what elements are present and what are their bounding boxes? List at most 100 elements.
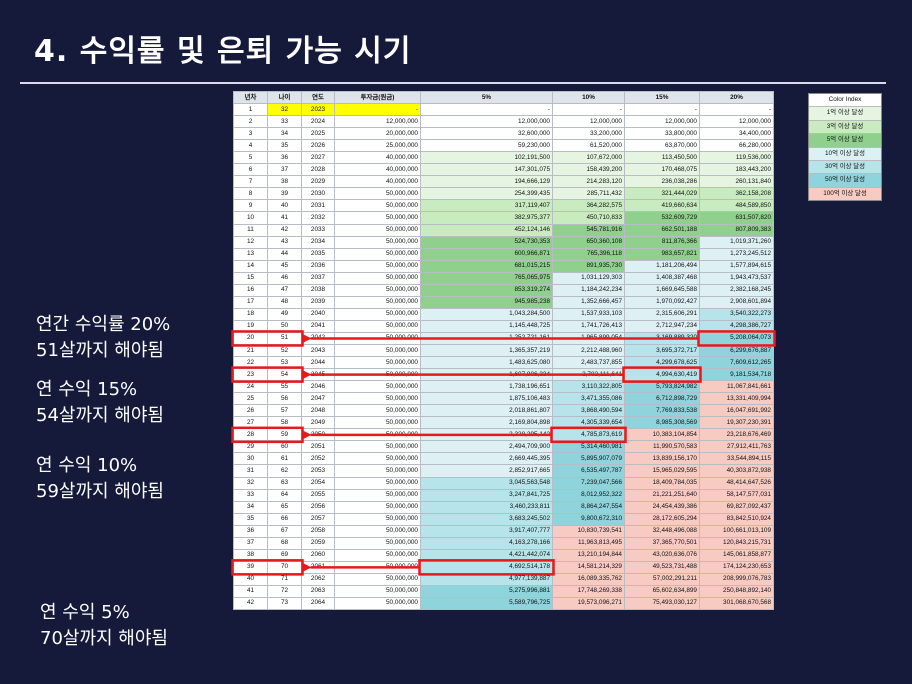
cell-return: 631,507,820 xyxy=(699,211,774,225)
highlight-box-age xyxy=(231,330,304,347)
legend-item-100: 100억 이상 달성 xyxy=(809,186,881,201)
returns-table-container: 년차 나이 연도 투자금(원금) 5% 10% 15% 20% 1 32 2023-… xyxy=(233,90,774,611)
cell-return: 33,544,894,115 xyxy=(699,452,774,466)
cell-return: 260,131,840 xyxy=(699,175,774,189)
cell-return: 16,047,691,992 xyxy=(699,404,774,418)
cell-return: 765,396,118 xyxy=(552,247,625,261)
cell-return: 1,669,645,588 xyxy=(624,283,700,297)
legend-title: Color Index xyxy=(809,94,881,107)
highlight-box-value xyxy=(622,366,702,383)
cell-return: 4,421,442,074 xyxy=(420,548,553,562)
cell-return: 5,793,824,982 xyxy=(624,380,700,394)
slide-title: 4. 수익률 및 은퇴 가능 시기 xyxy=(34,34,412,69)
cell-return: 6,535,497,787 xyxy=(552,464,625,478)
legend-item-10: 10억 이상 달성 xyxy=(809,146,881,160)
cell-return: 69,827,092,437 xyxy=(699,500,774,514)
cell-return: 2,852,917,665 xyxy=(420,464,553,478)
cell-return: 545,781,916 xyxy=(552,223,625,237)
cell-return: 43,020,636,076 xyxy=(624,548,700,562)
header-cell: 10% xyxy=(552,90,625,105)
cell-return: 5,275,996,881 xyxy=(420,584,553,598)
highlight-box-age xyxy=(231,366,304,383)
cell-return: 7,609,612,265 xyxy=(699,356,774,370)
cell-return: 23,218,676,469 xyxy=(699,428,774,442)
highlight-box-value xyxy=(697,330,776,347)
legend-item-3: 3억 이상 달성 xyxy=(809,119,881,134)
note-20-line2: 51살까지 해야됨 xyxy=(36,340,164,361)
table-row: 3 34 2025 20,000,000 32,600,000 33,200,000 33,… xyxy=(233,127,774,141)
table-row: 5 36 2027 40,000,000 102,191,500 107,672,000 1… xyxy=(233,151,774,165)
cell-return: 1,019,371,260 xyxy=(699,235,774,249)
table-row: 36 67 2058 50,000,000 3,917,407,777 10,830,73… xyxy=(233,524,774,538)
cell-return: 8,864,247,554 xyxy=(552,500,625,514)
table-row: 19 50 2041 50,000,000 1,145,448,725 1,741,726… xyxy=(233,319,774,333)
cell-return: 4,785,873,619 xyxy=(552,428,625,442)
cell-principal: - xyxy=(334,103,421,117)
table-row: 24 55 2046 50,000,000 1,738,196,651 3,110,322… xyxy=(233,380,774,394)
table-row: 42 73 2064 50,000,000 5,589,796,725 19,573,09… xyxy=(233,596,774,611)
cell-year-index: 42 xyxy=(233,596,268,611)
cell-year: 2023 xyxy=(301,103,335,117)
cell-return: 4,692,514,178 xyxy=(420,560,553,574)
table-row: 1 32 2023- - - - - xyxy=(233,103,774,117)
cell-return: 13,210,194,844 xyxy=(552,548,625,562)
returns-table: 년차 나이 연도 투자금(원금) 5% 10% 15% 20% 1 32 2023-… xyxy=(233,90,774,611)
cell-return: 1,145,448,725 xyxy=(420,319,553,333)
legend-item-50: 50억 이상 달성 xyxy=(809,173,881,187)
table-row: 18 49 2040 50,000,000 1,043,284,500 1,537,933… xyxy=(233,307,774,321)
cell-return: 285,711,432 xyxy=(552,187,625,201)
table-row: 3970206150,000,0004,692,514,17814,581,21… xyxy=(233,560,774,574)
cell-return: 3,471,355,086 xyxy=(552,392,625,406)
cell-return: 4,305,339,654 xyxy=(552,416,625,430)
note-20-percent: 연간 수익률 20% 51살까지 해야됨 xyxy=(36,312,170,364)
cell-return: 100,661,013,109 xyxy=(699,524,774,538)
cell-return: 214,283,120 xyxy=(552,175,625,189)
table-row: 22 53 2044 50,000,000 1,483,625,080 2,483,737… xyxy=(233,356,774,370)
cell-return: 1,738,196,651 xyxy=(420,380,553,394)
cell-return: 1,352,666,457 xyxy=(552,295,625,309)
cell-return: 983,657,821 xyxy=(624,247,700,261)
table-row: 15 46 2037 50,000,000 765,065,975 1,031,129,3… xyxy=(233,271,774,285)
cell-return: 66,280,000 xyxy=(699,139,774,153)
note-5-line1: 연 수익 5% xyxy=(40,602,130,623)
cell-return: 5,314,460,981 xyxy=(552,440,625,454)
cell-return: 28,172,605,294 xyxy=(624,512,700,526)
note-20-line1: 연간 수익률 20% xyxy=(36,314,171,335)
cell-return: 452,124,146 xyxy=(420,223,553,237)
cell-return: 58,147,577,031 xyxy=(699,488,774,502)
highlight-box-value xyxy=(418,559,555,576)
highlight-box-value xyxy=(550,426,627,444)
cell-return: 119,536,000 xyxy=(699,151,774,165)
cell-return: 147,301,075 xyxy=(420,163,553,177)
table-row: 25 56 2047 50,000,000 1,875,106,483 3,471,355… xyxy=(233,392,774,406)
cell-return: 75,493,030,127 xyxy=(624,596,700,611)
table-row: 34 65 2056 50,000,000 3,460,233,811 8,864,247… xyxy=(233,500,774,514)
cell-return: 27,912,411,763 xyxy=(699,440,774,454)
cell-return: 1,043,284,500 xyxy=(420,307,553,321)
cell-return: 1,181,206,494 xyxy=(624,259,700,273)
title-underline xyxy=(20,82,886,84)
header-cell: 투자금(원금) xyxy=(334,90,421,105)
cell-return: 40,303,872,938 xyxy=(699,464,774,478)
cell-return: 7,769,833,538 xyxy=(624,404,700,418)
header-cell: 20% xyxy=(699,90,774,105)
cell-return: 254,399,435 xyxy=(420,187,553,201)
note-15-line1: 연 수익 15% xyxy=(36,379,138,400)
cell-return: 1,875,106,483 xyxy=(420,392,553,406)
cell-return: 1,970,092,427 xyxy=(624,295,700,309)
cell-return: 9,181,534,718 xyxy=(699,368,774,382)
table-row: 37 68 2059 50,000,000 4,163,278,166 11,963,81… xyxy=(233,536,774,550)
table-row: 13 44 2035 50,000,000 600,966,871 765,396,118… xyxy=(233,247,774,261)
legend-item-30: 30억 이상 달성 xyxy=(809,159,881,174)
cell-return: 2,712,947,234 xyxy=(624,319,700,333)
cell-return: 11,963,813,495 xyxy=(552,536,625,550)
cell-return: 1,184,242,234 xyxy=(552,283,625,297)
table-row: 7 38 2029 40,000,000 194,666,129 214,283,120 2… xyxy=(233,175,774,189)
table-row: 32 63 2054 50,000,000 3,045,563,548 7,239,047… xyxy=(233,476,774,490)
table-row: 30 61 2052 50,000,000 2,669,445,395 5,895,907… xyxy=(233,452,774,466)
cell-return: 5,895,907,079 xyxy=(552,452,625,466)
cell-return: 8,012,952,322 xyxy=(552,488,625,502)
cell-return: 807,809,383 xyxy=(699,223,774,237)
note-10-line2: 59살까지 해야됨 xyxy=(36,481,164,502)
table-row: 2 33 2024 12,000,000 12,000,000 12,000,000 12,… xyxy=(233,115,774,129)
